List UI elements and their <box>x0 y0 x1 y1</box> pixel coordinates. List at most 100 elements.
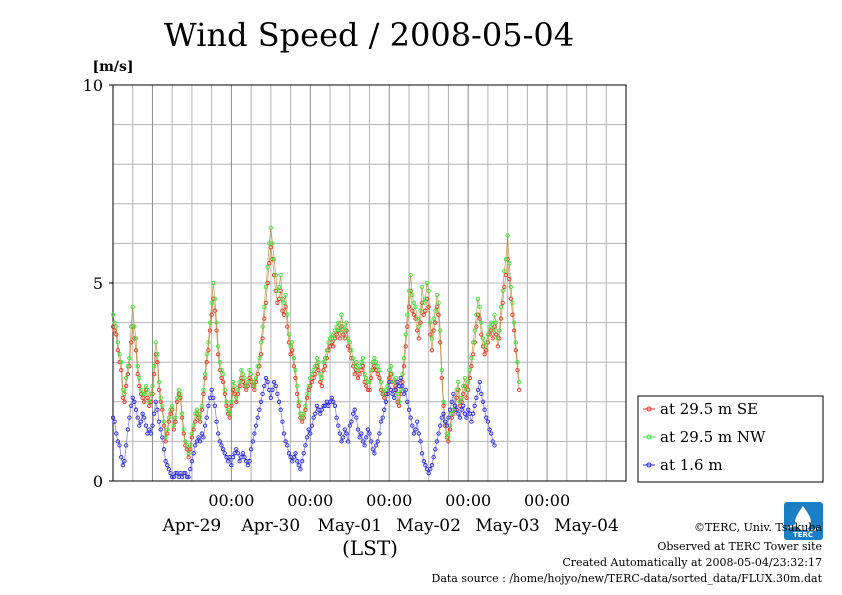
data-point <box>258 340 264 345</box>
x-date-label: May-02 <box>396 516 461 536</box>
data-point <box>349 419 354 424</box>
data-point <box>204 415 209 420</box>
data-point <box>286 451 292 456</box>
data-point <box>273 383 278 389</box>
data-point <box>484 415 489 420</box>
data-point <box>344 320 349 325</box>
plot-frame <box>112 84 627 482</box>
data-point <box>158 395 163 400</box>
data-point <box>507 261 512 266</box>
x-date-label: Apr-30 <box>241 516 301 536</box>
data-point <box>405 312 410 317</box>
data-point <box>416 324 421 329</box>
data-point <box>510 312 515 317</box>
data-point <box>508 284 514 290</box>
data-point <box>383 399 389 404</box>
data-point <box>271 257 277 262</box>
data-point <box>135 371 140 377</box>
data-point <box>304 391 310 397</box>
data-point <box>122 399 127 404</box>
data-point <box>212 308 218 313</box>
data-point <box>441 411 446 416</box>
data-point <box>423 296 428 301</box>
data-point <box>211 280 216 286</box>
data-point <box>377 431 382 436</box>
data-point <box>485 332 491 337</box>
data-point <box>446 439 451 444</box>
data-point <box>357 364 362 369</box>
data-point <box>434 439 440 444</box>
data-point <box>487 324 492 329</box>
data-point <box>153 340 158 345</box>
data-point <box>431 455 436 460</box>
data-point <box>132 399 137 404</box>
data-point <box>456 411 461 416</box>
data-point <box>426 470 431 476</box>
data-point <box>375 439 380 444</box>
data-point <box>350 411 356 416</box>
data-point <box>230 379 236 385</box>
data-point <box>260 324 265 329</box>
data-point <box>298 466 303 472</box>
data-point <box>138 419 144 424</box>
data-point <box>120 387 126 393</box>
data-point <box>500 288 505 294</box>
data-point <box>117 443 122 448</box>
data-point <box>178 391 183 397</box>
data-point <box>406 407 412 412</box>
data-point <box>469 356 474 361</box>
data-point <box>398 375 403 381</box>
data-point <box>461 391 466 397</box>
data-point <box>418 320 423 325</box>
data-point <box>349 348 354 353</box>
data-point <box>495 336 500 341</box>
data-point <box>221 371 226 377</box>
data-point <box>196 435 201 440</box>
data-point <box>156 419 162 424</box>
data-point <box>401 364 407 369</box>
data-point <box>439 367 444 373</box>
data-point <box>119 455 124 460</box>
data-point <box>336 423 341 428</box>
data-point <box>515 360 520 365</box>
data-point <box>403 344 408 349</box>
data-point <box>447 407 453 412</box>
data-point <box>204 360 209 365</box>
data-point <box>239 367 244 373</box>
data-point <box>147 427 152 432</box>
data-point <box>477 379 482 385</box>
data-point <box>355 375 361 381</box>
data-point <box>171 474 176 480</box>
data-point <box>285 312 290 317</box>
data-point <box>234 399 239 404</box>
data-point <box>275 300 280 305</box>
data-point <box>452 403 458 408</box>
data-point <box>372 356 377 361</box>
data-point <box>229 399 234 404</box>
data-point <box>303 403 308 408</box>
data-point <box>406 288 412 294</box>
data-point <box>502 284 507 290</box>
data-point <box>413 304 418 309</box>
data-point <box>160 435 165 440</box>
data-point <box>387 367 392 373</box>
data-point <box>181 427 186 432</box>
data-point <box>140 395 145 400</box>
data-point <box>270 241 275 246</box>
data-point <box>454 395 459 400</box>
data-point <box>257 407 262 412</box>
data-point <box>516 379 522 385</box>
data-point <box>364 375 369 381</box>
data-point <box>209 300 214 305</box>
data-point <box>378 379 384 385</box>
data-point <box>161 419 167 424</box>
data-point <box>245 379 250 385</box>
data-point <box>318 411 323 416</box>
data-point <box>390 391 395 397</box>
data-point <box>431 316 436 321</box>
data-point <box>423 463 428 468</box>
data-point <box>477 304 482 309</box>
data-point <box>321 360 326 365</box>
data-point <box>268 395 273 400</box>
data-point <box>405 324 410 329</box>
